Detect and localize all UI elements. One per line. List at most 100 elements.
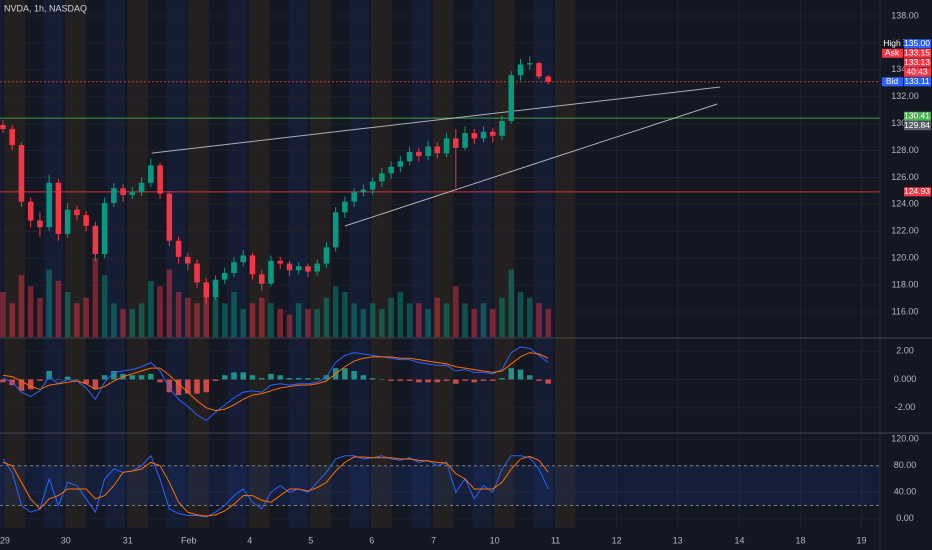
volume-bar: [277, 308, 283, 337]
volume-bar: [240, 308, 247, 337]
price-tag-value: 124.93: [904, 186, 930, 196]
symbol-title: NVDA, 1h, NASDAQ: [4, 3, 87, 13]
price-tag-value: 133.13: [904, 57, 930, 67]
countdown-box: [904, 67, 931, 77]
trendline: [344, 103, 718, 227]
price-tag: [904, 77, 931, 87]
volume-bar: [332, 286, 339, 337]
y-tick-label: 122.00: [891, 226, 919, 236]
volume-bar: [175, 292, 182, 337]
y-tick-label: 0.000: [894, 374, 917, 384]
y-tick-label: 2.00: [896, 346, 914, 356]
volume-bar: [508, 269, 515, 337]
macd-histogram-bar: [0, 379, 6, 383]
macd-histogram-bar: [360, 375, 367, 380]
candle-body: [379, 173, 385, 182]
candle-body: [120, 188, 126, 195]
candle-body: [323, 247, 330, 264]
candle-body: [249, 255, 256, 275]
x-tick-label: 12: [612, 535, 622, 545]
after-hours-band: [349, 0, 369, 528]
candle-body: [536, 63, 542, 77]
macd-histogram-bar: [434, 379, 441, 383]
macd-histogram-bar: [203, 379, 210, 393]
candle-body: [508, 75, 515, 121]
volume-bar: [37, 297, 43, 337]
after-hours-band: [105, 0, 125, 528]
price-tag-value: 130.41: [904, 111, 930, 121]
candle-body: [231, 262, 237, 273]
macd-histogram-bar: [231, 372, 237, 380]
price-tag-name-box: [882, 77, 903, 87]
candle-body: [314, 263, 320, 272]
macd-histogram-bar: [489, 379, 496, 381]
y-tick-label: 132.00: [891, 91, 919, 101]
volume-bar: [545, 308, 551, 337]
candle-body: [55, 182, 62, 234]
volume-bar: [64, 292, 71, 337]
axes: 29 30 31 Feb 4 5 6 7 10 11 12 13 14 18 19 116.00 118.00 1…: [0, 10, 931, 545]
volume-bar: [286, 314, 293, 337]
x-tick-label: 31: [123, 535, 133, 545]
macd-histogram-bar: [453, 379, 459, 384]
pre-market-band: [249, 0, 270, 528]
y-tick-label: 138.00: [891, 10, 919, 20]
pre-market-band: [4, 0, 25, 528]
x-tick-label: 11: [551, 535, 560, 545]
macd-histogram-bar: [517, 369, 524, 380]
candle-body: [27, 201, 34, 221]
volume-bar: [221, 303, 228, 337]
y-tick-label: 40.00: [894, 487, 917, 497]
macd-histogram-bar: [55, 379, 62, 380]
candle-body: [64, 209, 71, 234]
volume-bar: [212, 297, 219, 337]
candle-body: [203, 282, 210, 298]
after-hours-band: [411, 0, 431, 528]
macd-histogram-bar: [101, 375, 108, 380]
volume-bar: [471, 308, 478, 337]
macd-histogram-bar: [471, 379, 478, 383]
stoch-band: [0, 465, 880, 506]
candle-body: [369, 181, 376, 190]
candle-body: [295, 266, 302, 271]
candle-body: [462, 133, 468, 148]
volume-bar: [92, 258, 99, 337]
candle-body: [185, 256, 191, 264]
macd-histogram-bar: [111, 370, 117, 380]
pre-market-band: [65, 0, 86, 528]
volume-bar: [148, 280, 154, 337]
volume-bar: [443, 303, 450, 337]
macd-histogram-bar: [397, 379, 404, 381]
candle-body: [277, 260, 283, 264]
macd-histogram-bar: [249, 375, 256, 380]
volume-bar: [74, 303, 80, 337]
trendline: [151, 86, 721, 154]
macd-histogram-bar: [18, 379, 25, 391]
volume-bar: [489, 308, 496, 337]
volume-bar: [499, 297, 505, 337]
after-hours-band: [227, 0, 247, 528]
y-tick-label: 120.00: [891, 433, 919, 443]
after-hours-band: [533, 0, 553, 528]
macd-histogram-bar: [221, 375, 228, 380]
candle-body: [157, 165, 163, 194]
macd-histogram-bar: [212, 379, 219, 381]
macd-histogram-bar: [351, 370, 357, 380]
volume-bar: [323, 297, 330, 337]
y-tick-label: 80.00: [894, 460, 917, 470]
macd-histogram-bar: [526, 375, 533, 380]
candle-body: [175, 240, 182, 257]
candle-body: [129, 192, 136, 195]
macd-histogram-bar: [369, 378, 376, 380]
volume-bar: [406, 303, 413, 337]
candle-body: [416, 151, 422, 156]
candle-body: [332, 212, 339, 248]
volume-bar: [231, 292, 237, 337]
macd-histogram-bar: [157, 379, 163, 383]
volume-bar: [517, 292, 524, 337]
volume-bar: [120, 308, 126, 337]
volume-bar: [157, 286, 163, 337]
macd-histogram-bar: [499, 378, 505, 380]
macd-histogram-bar: [508, 368, 515, 380]
